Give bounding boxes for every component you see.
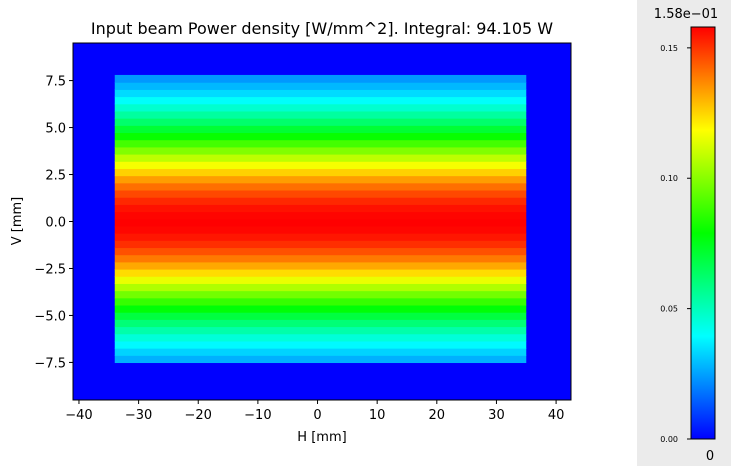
heatmap-chart: Input beam Power density [W/mm^2]. Integ… <box>10 19 572 445</box>
beam-row-cell <box>114 110 527 119</box>
y-tick-label: 5.0 <box>45 122 66 137</box>
x-tick-label: 30 <box>488 408 505 423</box>
beam-row-cell <box>114 74 527 83</box>
beam-row-cell <box>114 268 527 277</box>
beam-row-cell <box>114 125 527 134</box>
beam-row-cell <box>114 96 527 105</box>
y-tick-label: −2.5 <box>34 262 66 277</box>
beam-row-cell <box>114 89 527 98</box>
x-tick-label: −30 <box>125 408 152 423</box>
beam-row-cell <box>114 225 527 234</box>
beam-row-cell <box>114 218 527 227</box>
x-tick-label: −10 <box>244 408 271 423</box>
beam-row-cell <box>114 254 527 263</box>
beam-row-cell <box>114 240 527 249</box>
beam-row-cell <box>114 189 527 198</box>
beam-row-cell <box>114 182 527 191</box>
chart-title: Input beam Power density [W/mm^2]. Integ… <box>91 19 553 38</box>
colorbar-min-label: 0 <box>706 449 714 464</box>
colorbar-tick-label: 0.15 <box>660 44 678 53</box>
beam-row-cell <box>114 312 527 320</box>
y-tick-label: −5.0 <box>34 309 66 324</box>
x-tick-label: 20 <box>429 408 446 423</box>
beam-row-cell <box>114 319 527 328</box>
colorbar: 1.58e−01 0.00 0.05 0.10 0.15 0 <box>654 7 718 464</box>
beam-row-cell <box>114 175 527 184</box>
beam-row-cell <box>114 168 527 177</box>
beam-row-cell <box>114 211 527 220</box>
y-tick-label: 2.5 <box>45 169 66 184</box>
beam-row-cell <box>114 197 527 205</box>
beam-row-cell <box>114 304 527 313</box>
beam-row-cell <box>114 233 527 241</box>
y-tick-label: 0.0 <box>45 216 66 231</box>
colorbar-max-label: 1.58e−01 <box>654 7 718 22</box>
beam-row-cell <box>114 247 527 256</box>
beam-row-cell <box>114 139 527 148</box>
y-tick-label: 7.5 <box>45 75 66 90</box>
y-axis-ticks: 7.5 5.0 2.5 0.0 −2.5 −5.0 −7.5 <box>34 75 73 371</box>
beam-row-cell <box>114 132 527 141</box>
beam-row-cell <box>114 276 527 284</box>
beam-row-cell <box>114 261 527 270</box>
beam-row-cell <box>114 355 527 364</box>
colorbar-gradient <box>690 26 716 440</box>
x-tick-label: 40 <box>548 408 565 423</box>
beam-row-cell <box>114 297 527 306</box>
y-tick-label: −7.5 <box>34 356 66 371</box>
beam-row-cell <box>114 82 527 90</box>
colorbar-ticks: 0.00 0.05 0.10 0.15 <box>660 44 691 444</box>
beam-row-cell <box>114 146 527 155</box>
x-tick-label: −20 <box>185 408 212 423</box>
y-axis-label: V [mm] <box>10 197 25 246</box>
beam-row-cell <box>114 348 527 356</box>
beam-row-cell <box>114 290 527 299</box>
x-axis-label: H [mm] <box>297 430 346 445</box>
x-tick-label: 0 <box>313 408 321 423</box>
x-tick-label: 10 <box>369 408 386 423</box>
beam-power-region <box>114 74 527 364</box>
beam-row-cell <box>114 153 527 162</box>
beam-row-cell <box>114 283 527 292</box>
beam-row-cell <box>114 340 527 349</box>
x-axis-ticks: −40 −30 −20 −10 0 10 20 30 40 <box>65 400 564 423</box>
beam-row-cell <box>114 103 527 112</box>
beam-row-cell <box>114 204 527 213</box>
colorbar-tick-label: 0.10 <box>660 174 678 183</box>
beam-row-cell <box>114 333 527 342</box>
colorbar-panel: 1.58e−01 0.00 0.05 0.10 0.15 0 <box>637 0 731 466</box>
colorbar-tick-label: 0.05 <box>660 305 678 314</box>
beam-row-cell <box>114 161 527 169</box>
x-tick-label: −40 <box>65 408 92 423</box>
colorbar-tick-label: 0.00 <box>660 435 678 444</box>
beam-row-cell <box>114 326 527 335</box>
beam-row-cell <box>114 118 527 126</box>
